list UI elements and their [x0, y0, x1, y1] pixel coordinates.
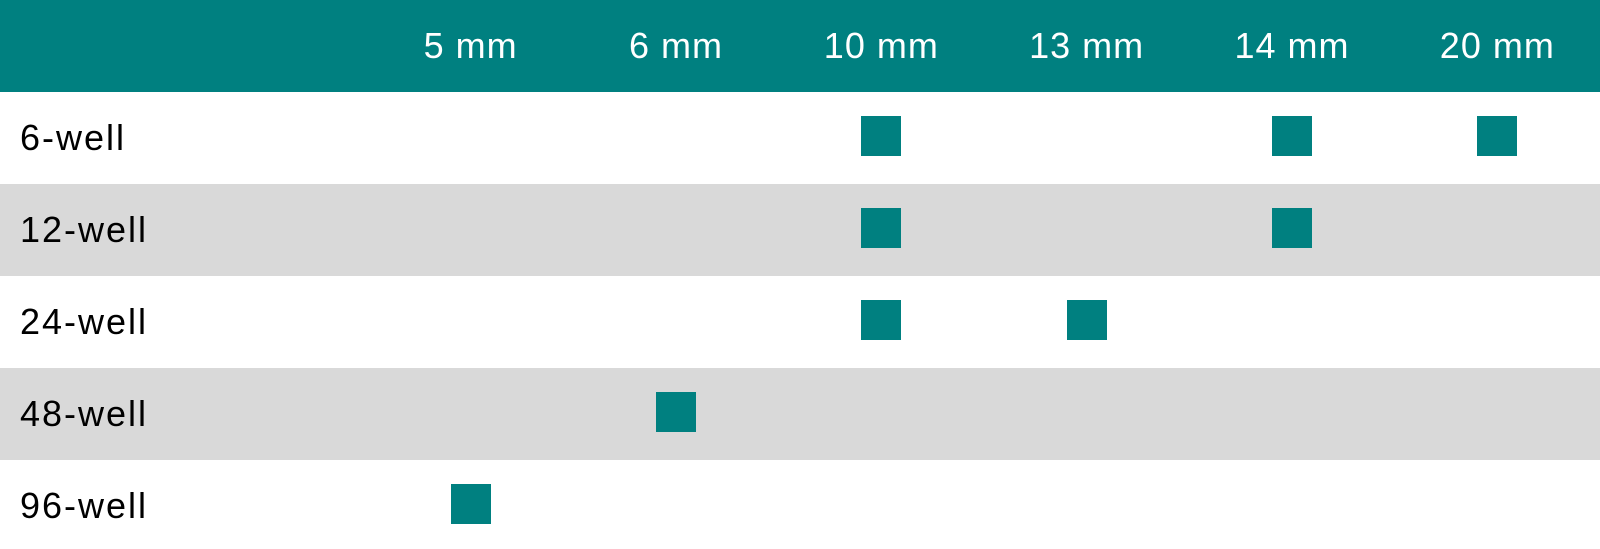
cell: [779, 460, 984, 549]
check-marker-icon: [1272, 208, 1312, 248]
cell: [1395, 460, 1600, 549]
cell: [984, 368, 1189, 460]
table-row: 48-well: [0, 368, 1600, 460]
cell: [573, 92, 778, 184]
row-label: 12-well: [0, 184, 368, 276]
check-marker-icon: [1067, 300, 1107, 340]
cell: [573, 460, 778, 549]
cell: [1395, 184, 1600, 276]
col-header: 5 mm: [368, 0, 573, 92]
header-blank: [0, 0, 368, 92]
row-label: 96-well: [0, 460, 368, 549]
cell: [779, 368, 984, 460]
col-header: 20 mm: [1395, 0, 1600, 92]
cell: [779, 276, 984, 368]
row-label: 48-well: [0, 368, 368, 460]
check-marker-icon: [451, 484, 491, 524]
col-header: 13 mm: [984, 0, 1189, 92]
cell: [1189, 460, 1394, 549]
cell: [1189, 184, 1394, 276]
cell: [368, 368, 573, 460]
table-body: 6-well12-well24-well48-well96-well: [0, 92, 1600, 549]
col-header: 6 mm: [573, 0, 778, 92]
table-row: 24-well: [0, 276, 1600, 368]
compatibility-table: 5 mm 6 mm 10 mm 13 mm 14 mm 20 mm 6-well…: [0, 0, 1600, 549]
cell: [984, 276, 1189, 368]
cell: [1189, 92, 1394, 184]
cell: [1189, 368, 1394, 460]
table-row: 6-well: [0, 92, 1600, 184]
check-marker-icon: [656, 392, 696, 432]
table-row: 12-well: [0, 184, 1600, 276]
cell: [368, 92, 573, 184]
cell: [368, 276, 573, 368]
table-header-row: 5 mm 6 mm 10 mm 13 mm 14 mm 20 mm: [0, 0, 1600, 92]
cell: [573, 276, 778, 368]
check-marker-icon: [861, 116, 901, 156]
col-header: 14 mm: [1189, 0, 1394, 92]
row-label: 6-well: [0, 92, 368, 184]
cell: [573, 184, 778, 276]
cell: [368, 184, 573, 276]
check-marker-icon: [861, 300, 901, 340]
cell: [573, 368, 778, 460]
check-marker-icon: [861, 208, 901, 248]
col-header: 10 mm: [779, 0, 984, 92]
row-label: 24-well: [0, 276, 368, 368]
cell: [1395, 92, 1600, 184]
cell: [1395, 276, 1600, 368]
table-row: 96-well: [0, 460, 1600, 549]
check-marker-icon: [1477, 116, 1517, 156]
cell: [1395, 368, 1600, 460]
cell: [984, 92, 1189, 184]
cell: [1189, 276, 1394, 368]
check-marker-icon: [1272, 116, 1312, 156]
cell: [368, 460, 573, 549]
cell: [779, 184, 984, 276]
cell: [984, 460, 1189, 549]
cell: [779, 92, 984, 184]
cell: [984, 184, 1189, 276]
